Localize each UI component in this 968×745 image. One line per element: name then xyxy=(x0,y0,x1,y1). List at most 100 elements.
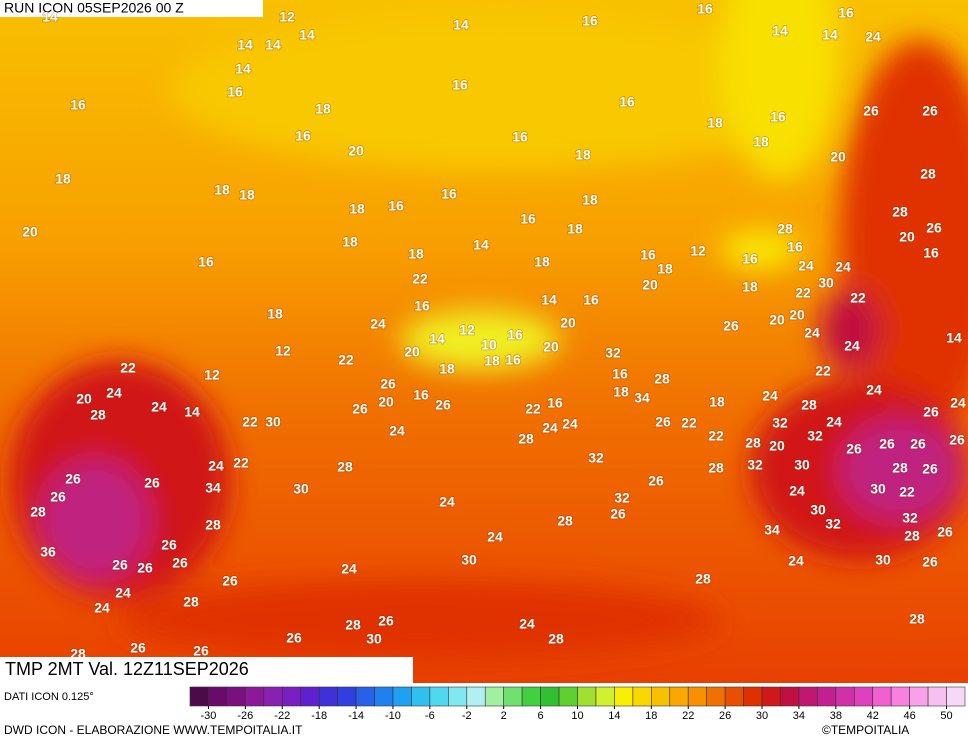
colorbar-cell xyxy=(817,686,837,707)
temperature-label: 24 xyxy=(115,585,131,601)
temperature-label: 32 xyxy=(747,457,763,473)
colorbar-tick-label: -22 xyxy=(274,710,290,722)
temperature-label: 18 xyxy=(613,384,629,400)
temperature-label: 16 xyxy=(612,366,628,382)
temperature-label: 28 xyxy=(892,204,908,220)
temperature-label: 16 xyxy=(582,13,598,29)
temperature-label: 18 xyxy=(349,201,365,217)
colorbar: -30 -26 -22 -18 -14 -10 -6 -2 2 6 10 14 18 22 26 30 34 38… xyxy=(189,686,966,722)
temperature-label: 26 xyxy=(193,643,209,659)
temperature-label: 30 xyxy=(810,502,826,518)
temperature-label: 14 xyxy=(299,27,315,43)
colorbar-tick-label: 42 xyxy=(867,710,879,722)
temperature-label: 26 xyxy=(937,524,953,540)
temperature-label: 28 xyxy=(30,504,46,520)
temperature-label: 28 xyxy=(183,594,199,610)
temperature-label: 24 xyxy=(835,259,851,275)
temperature-label: 18 xyxy=(342,234,358,250)
temperature-label: 12 xyxy=(279,9,295,25)
temperature-label: 14 xyxy=(772,23,788,39)
temperature-label: 22 xyxy=(899,484,915,500)
temperature-label: 20 xyxy=(642,277,658,293)
temperature-label: 14 xyxy=(265,37,281,53)
temperature-label: 18 xyxy=(575,147,591,163)
temperature-label: 18 xyxy=(484,353,500,369)
temperature-label: 24 xyxy=(439,494,455,510)
temperature-label: 22 xyxy=(795,285,811,301)
temperature-label: 26 xyxy=(286,630,302,646)
temperature-label: 16 xyxy=(619,94,635,110)
colorbar-cell xyxy=(540,686,560,707)
colorbar-cell xyxy=(503,686,523,707)
temperature-label: 26 xyxy=(949,432,965,448)
colorbar-tick-label: 14 xyxy=(608,710,620,722)
temperature-label: 28 xyxy=(777,221,793,237)
credits: DWD ICON - ELABORAZIONE WWW.TEMPOITALIA.… xyxy=(4,723,303,737)
temperature-label: 10 xyxy=(481,337,497,353)
temperature-label: 26 xyxy=(137,560,153,576)
run-title: RUN ICON 05SEP2026 00 Z xyxy=(4,0,184,16)
temperature-label: 28 xyxy=(909,611,925,627)
temperature-label: 16 xyxy=(923,245,939,261)
temperature-label: 22 xyxy=(120,360,136,376)
temperature-label: 24 xyxy=(562,416,578,432)
temperature-label: 24 xyxy=(826,414,842,430)
temperature-label: 16 xyxy=(547,395,563,411)
temperature-label: 18 xyxy=(55,171,71,187)
temperature-label: 26 xyxy=(65,471,81,487)
temperature-label: 26 xyxy=(846,441,862,457)
temperature-label: 24 xyxy=(519,616,535,632)
temperature-label: 26 xyxy=(380,376,396,392)
temperature-label: 18 xyxy=(709,394,725,410)
temperature-label: 26 xyxy=(863,103,879,119)
colorbar-tick-label: 50 xyxy=(940,710,952,722)
temperature-label: 32 xyxy=(605,345,621,361)
temperature-label: 34 xyxy=(634,390,650,406)
temperature-label: 18 xyxy=(439,361,455,377)
colorbar-cell xyxy=(890,686,910,707)
temperature-label: 22 xyxy=(412,271,428,287)
colorbar-cell xyxy=(300,686,320,707)
temperature-label: 28 xyxy=(708,460,724,476)
temperature-label: 20 xyxy=(789,307,805,323)
temperature-label: 28 xyxy=(695,571,711,587)
temperature-label: 24 xyxy=(94,600,110,616)
temperature-label: 32 xyxy=(902,510,918,526)
colorbar-tick-label: 26 xyxy=(719,710,731,722)
temperature-label: 16 xyxy=(770,109,786,125)
colorbar-cell xyxy=(632,686,652,707)
temperature-label: 14 xyxy=(237,37,253,53)
temperature-label: 20 xyxy=(830,149,846,165)
temperature-label: 26 xyxy=(648,473,664,489)
temperature-label: 18 xyxy=(707,115,723,131)
temperature-label: 26 xyxy=(144,475,160,491)
temperature-label: 24 xyxy=(208,458,224,474)
temperature-label: 30 xyxy=(818,275,834,291)
temperature-label: 26 xyxy=(922,461,938,477)
temperature-label: 28 xyxy=(904,528,920,544)
temperature-label: 14 xyxy=(822,27,838,43)
colorbar-tick-label: -14 xyxy=(348,710,364,722)
colorbar-cell xyxy=(448,686,468,707)
temperature-label: 18 xyxy=(214,182,230,198)
temperature-label: 18 xyxy=(657,261,673,277)
temperature-label: 20 xyxy=(899,229,915,245)
temperature-label: 16 xyxy=(512,129,528,145)
temperature-label: 30 xyxy=(293,481,309,497)
temperature-label: 22 xyxy=(338,352,354,368)
colorbar-cell xyxy=(909,686,929,707)
temperature-label: 12 xyxy=(204,367,220,383)
temperature-label: 14 xyxy=(429,331,445,347)
temperature-label: 26 xyxy=(922,103,938,119)
map-background xyxy=(0,0,968,683)
temperature-label: 22 xyxy=(233,455,249,471)
temperature-label: 28 xyxy=(654,371,670,387)
colorbar-tick-label: -6 xyxy=(425,710,435,722)
temperature-label: 18 xyxy=(753,134,769,150)
temperature-label: 16 xyxy=(227,84,243,100)
temperature-label: 14 xyxy=(473,237,489,253)
temperature-label: 28 xyxy=(90,407,106,423)
temperature-label: 20 xyxy=(404,344,420,360)
temperature-label: 16 xyxy=(787,239,803,255)
